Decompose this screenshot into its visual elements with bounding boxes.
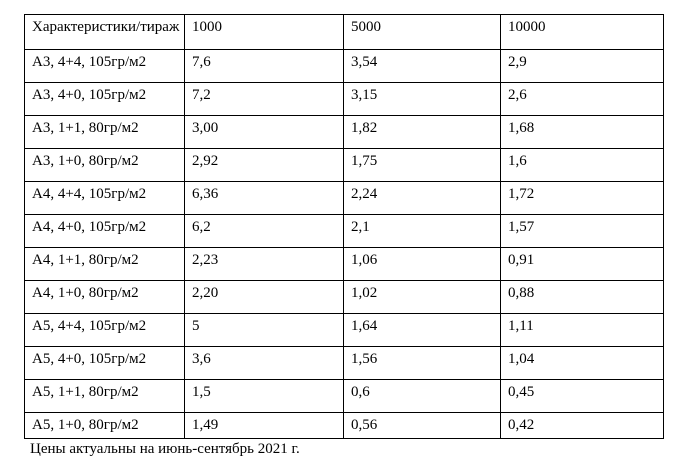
- table-row: А3, 4+0, 105гр/м2 7,2 3,15 2,6: [24, 82, 664, 116]
- price-cell: 0,56: [343, 412, 501, 439]
- price-cell: 2,1: [343, 214, 501, 248]
- price-cell: 3,54: [343, 49, 501, 83]
- row-label: А4, 4+4, 105гр/м2: [24, 181, 185, 215]
- price-cell: 2,6: [500, 82, 664, 116]
- price-cell: 6,36: [184, 181, 344, 215]
- row-label: А5, 4+4, 105гр/м2: [24, 313, 185, 347]
- price-cell: 6,2: [184, 214, 344, 248]
- table-body: А3, 4+4, 105гр/м2 7,6 3,54 2,9 А3, 4+0, 105г…: [24, 49, 664, 439]
- price-cell: 2,92: [184, 148, 344, 182]
- table-row: А4, 4+4, 105гр/м2 6,36 2,24 1,72: [24, 181, 664, 215]
- price-cell: 7,6: [184, 49, 344, 83]
- price-cell: 1,06: [343, 247, 501, 281]
- table-row: А5, 4+4, 105гр/м2 5 1,64 1,11: [24, 313, 664, 347]
- table-row: А4, 1+0, 80гр/м2 2,20 1,02 0,88: [24, 280, 664, 314]
- header-row: Характеристики/тираж 1000 5000 10000: [24, 14, 664, 50]
- table-row: А4, 4+0, 105гр/м2 6,2 2,1 1,57: [24, 214, 664, 248]
- table-row: А5, 4+0, 105гр/м2 3,6 1,56 1,04: [24, 346, 664, 380]
- row-label: А5, 4+0, 105гр/м2: [24, 346, 185, 380]
- column-header-tirazh: 5000: [343, 14, 501, 50]
- price-validity-note: Цены актуальны на июнь-сентябрь 2021 г.: [30, 441, 300, 457]
- price-cell: 0,45: [500, 379, 664, 413]
- row-label: А3, 4+4, 105гр/м2: [24, 49, 185, 83]
- price-cell: 2,23: [184, 247, 344, 281]
- price-cell: 1,68: [500, 115, 664, 149]
- price-cell: 0,6: [343, 379, 501, 413]
- price-cell: 0,91: [500, 247, 664, 281]
- price-cell: 2,24: [343, 181, 501, 215]
- price-table: Характеристики/тираж 1000 5000 10000 А3, 4+…: [24, 14, 664, 439]
- price-cell: 2,9: [500, 49, 664, 83]
- price-cell: 1,75: [343, 148, 501, 182]
- price-cell: 2,20: [184, 280, 344, 314]
- price-cell: 3,15: [343, 82, 501, 116]
- table-row: А4, 1+1, 80гр/м2 2,23 1,06 0,91: [24, 247, 664, 281]
- column-header-characteristics: Характеристики/тираж: [24, 14, 185, 50]
- column-header-tirazh: 10000: [500, 14, 664, 50]
- price-cell: 1,6: [500, 148, 664, 182]
- table-row: А5, 1+1, 80гр/м2 1,5 0,6 0,45: [24, 379, 664, 413]
- row-label: А4, 1+0, 80гр/м2: [24, 280, 185, 314]
- row-label: А3, 1+0, 80гр/м2: [24, 148, 185, 182]
- price-cell: 3,6: [184, 346, 344, 380]
- row-label: А5, 1+1, 80гр/м2: [24, 379, 185, 413]
- row-label: А4, 4+0, 105гр/м2: [24, 214, 185, 248]
- row-label: А3, 1+1, 80гр/м2: [24, 115, 185, 149]
- price-cell: 1,64: [343, 313, 501, 347]
- price-cell: 5: [184, 313, 344, 347]
- price-cell: 0,88: [500, 280, 664, 314]
- column-header-tirazh: 1000: [184, 14, 344, 50]
- price-cell: 7,2: [184, 82, 344, 116]
- table-row: А3, 1+0, 80гр/м2 2,92 1,75 1,6: [24, 148, 664, 182]
- price-cell: 1,57: [500, 214, 664, 248]
- price-cell: 0,42: [500, 412, 664, 439]
- table-row: А5, 1+0, 80гр/м2 1,49 0,56 0,42: [24, 412, 664, 439]
- price-cell: 1,11: [500, 313, 664, 347]
- row-label: А3, 4+0, 105гр/м2: [24, 82, 185, 116]
- price-cell: 1,49: [184, 412, 344, 439]
- table-row: А3, 1+1, 80гр/м2 3,00 1,82 1,68: [24, 115, 664, 149]
- table-row: А3, 4+4, 105гр/м2 7,6 3,54 2,9: [24, 49, 664, 83]
- price-cell: 1,72: [500, 181, 664, 215]
- row-label: А4, 1+1, 80гр/м2: [24, 247, 185, 281]
- price-cell: 1,82: [343, 115, 501, 149]
- price-cell: 1,04: [500, 346, 664, 380]
- row-label: А5, 1+0, 80гр/м2: [24, 412, 185, 439]
- price-cell: 3,00: [184, 115, 344, 149]
- price-cell: 1,5: [184, 379, 344, 413]
- price-cell: 1,02: [343, 280, 501, 314]
- price-cell: 1,56: [343, 346, 501, 380]
